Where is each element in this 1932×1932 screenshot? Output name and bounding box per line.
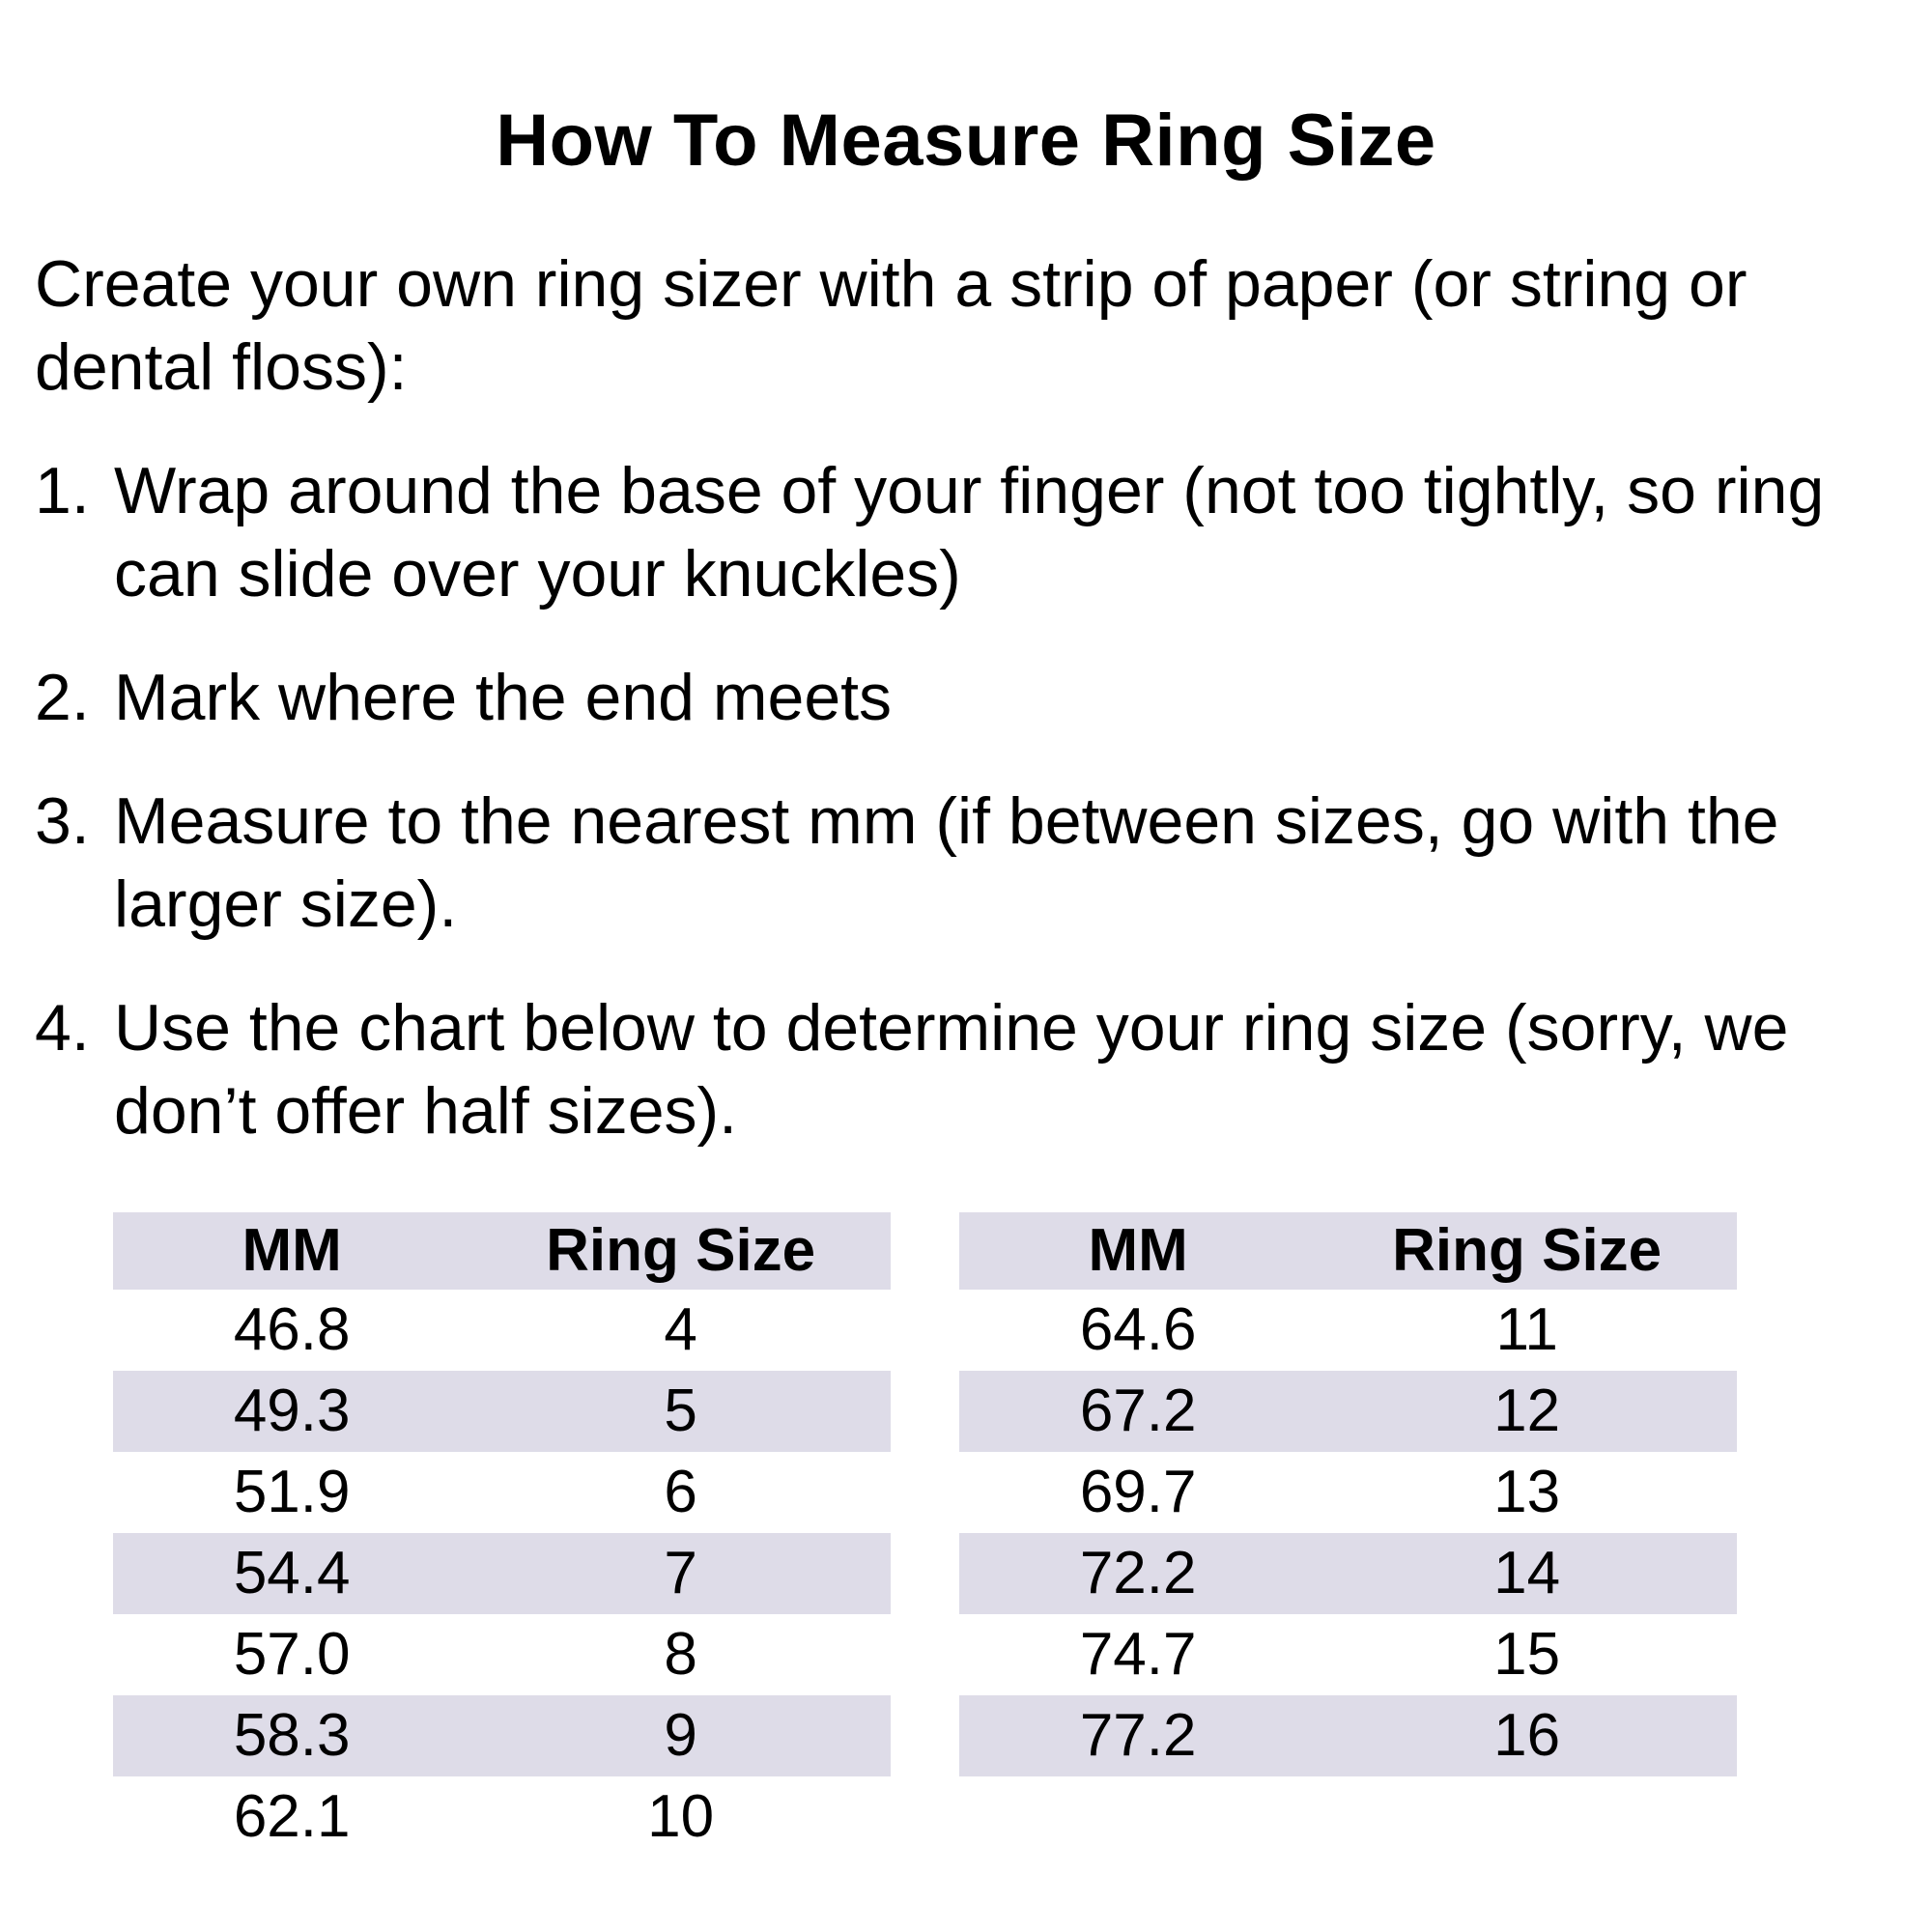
- mm-cell: 51.9: [233, 1459, 351, 1526]
- table-header-row: MM Ring Size: [113, 1212, 891, 1291]
- table-row: 74.7 15: [959, 1614, 1737, 1695]
- ring-size-table-right: MM Ring Size 64.6 11 67.2 12 69.7 13: [959, 1212, 1737, 1777]
- mm-header: MM: [113, 1212, 471, 1291]
- mm-cell: 49.3: [233, 1378, 351, 1445]
- step-number: 3.: [35, 784, 90, 859]
- size-cell: 12: [1493, 1378, 1561, 1445]
- mm-cell: 57.0: [233, 1621, 351, 1689]
- step-text: Mark where the end meets: [114, 661, 893, 735]
- mm-cell: 72.2: [1079, 1540, 1197, 1607]
- step-item-3: 3. Measure to the nearest mm (if between…: [35, 780, 1932, 946]
- mm-cell: 77.2: [1079, 1702, 1197, 1770]
- mm-cell: 74.7: [1079, 1621, 1197, 1689]
- step-item-1: 1. Wrap around the base of your finger (…: [35, 449, 1932, 615]
- size-cell: 16: [1493, 1702, 1561, 1770]
- table-row: 51.9 6: [113, 1452, 891, 1533]
- size-cell: 10: [647, 1783, 715, 1851]
- ring-size-header: Ring Size: [470, 1212, 891, 1291]
- intro-text: Create your own ring sizer with a strip …: [35, 247, 1747, 405]
- table-row: 58.3 9: [113, 1695, 891, 1777]
- size-cell: 9: [664, 1702, 697, 1770]
- table-header-row: MM Ring Size: [959, 1212, 1737, 1291]
- mm-cell: 67.2: [1079, 1378, 1197, 1445]
- mm-cell: 58.3: [233, 1702, 351, 1770]
- size-cell: 15: [1493, 1621, 1561, 1689]
- table-row: 46.8 4: [113, 1290, 891, 1371]
- step-item-4: 4. Use the chart below to determine your…: [35, 986, 1932, 1152]
- size-cell: 6: [664, 1459, 697, 1526]
- step-number: 2.: [35, 661, 90, 735]
- step-text: Wrap around the base of your finger (not…: [114, 454, 1825, 611]
- page-title: How To Measure Ring Size: [496, 99, 1436, 182]
- table-row: 49.3 5: [113, 1371, 891, 1453]
- size-cell: 13: [1493, 1459, 1561, 1526]
- step-text: Measure to the nearest mm (if between si…: [114, 784, 1779, 942]
- size-cell: 5: [664, 1378, 697, 1445]
- table-row: 77.2 16: [959, 1695, 1737, 1777]
- size-cell: 7: [664, 1540, 697, 1607]
- size-tables: MM Ring Size 46.8 4 49.3 5 51.9 6: [113, 1212, 1932, 1858]
- mm-header: MM: [959, 1212, 1318, 1291]
- step-number: 4.: [35, 991, 90, 1065]
- ring-size-header: Ring Size: [1317, 1212, 1737, 1291]
- table-row: 72.2 14: [959, 1533, 1737, 1615]
- table-row: 54.4 7: [113, 1533, 891, 1615]
- step-text: Use the chart below to determine your ri…: [114, 991, 1789, 1149]
- steps-list: 1. Wrap around the base of your finger (…: [0, 449, 1932, 1152]
- table-row: 62.1 10: [113, 1776, 891, 1858]
- mm-cell: 69.7: [1079, 1459, 1197, 1526]
- table-row: 67.2 12: [959, 1371, 1737, 1453]
- mm-cell: 54.4: [233, 1540, 351, 1607]
- size-cell: 8: [664, 1621, 697, 1689]
- size-cell: 14: [1493, 1540, 1561, 1607]
- step-item-2: 2. Mark where the end meets: [35, 656, 1932, 739]
- size-cell: 11: [1495, 1296, 1558, 1364]
- mm-cell: 46.8: [233, 1296, 351, 1364]
- table-row: 69.7 13: [959, 1452, 1737, 1533]
- ring-size-table-left: MM Ring Size 46.8 4 49.3 5 51.9 6: [113, 1212, 891, 1858]
- table-row: 64.6 11: [959, 1290, 1737, 1371]
- step-number: 1.: [35, 454, 90, 528]
- mm-cell: 62.1: [233, 1783, 351, 1851]
- mm-cell: 64.6: [1079, 1296, 1197, 1364]
- size-cell: 4: [664, 1296, 697, 1364]
- table-row: 57.0 8: [113, 1614, 891, 1695]
